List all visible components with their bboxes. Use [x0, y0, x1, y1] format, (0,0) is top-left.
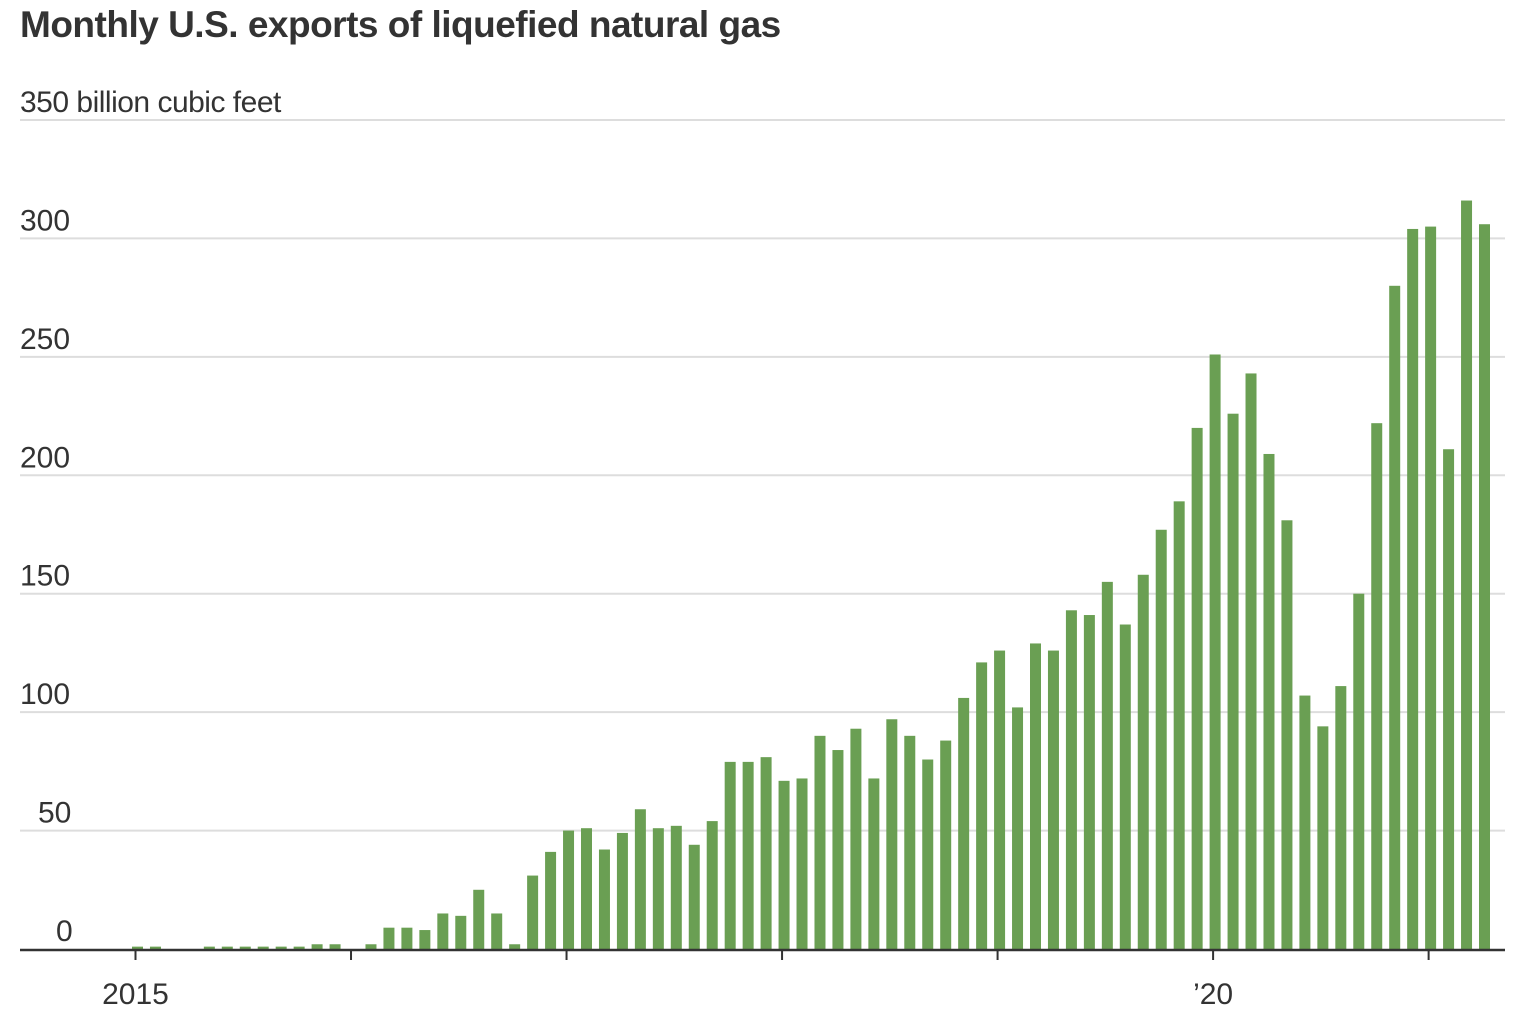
bar-32 [706, 821, 718, 949]
bar-66 [1317, 726, 1329, 949]
y-axis-unit-label: 350 billion cubic feet [20, 86, 281, 119]
y-tick-label-300: 300 [20, 204, 70, 237]
y-tick-label-200: 200 [20, 441, 70, 474]
x-axis [20, 948, 1505, 960]
bar-14 [383, 927, 395, 949]
bar-33 [724, 761, 736, 949]
bar-34 [742, 761, 754, 949]
bar-20 [491, 913, 503, 949]
bar-30 [670, 825, 682, 949]
bar-0 [132, 946, 143, 949]
bar-10 [311, 944, 323, 949]
bar-17 [437, 913, 449, 949]
bar-40 [850, 728, 862, 949]
bar-47 [976, 662, 988, 949]
bar-59 [1191, 427, 1203, 949]
bar-18 [455, 915, 467, 949]
bar-49 [1012, 707, 1024, 949]
bar-65 [1299, 695, 1311, 949]
bar-8 [275, 946, 287, 949]
bar-19 [473, 889, 485, 949]
bar-58 [1173, 501, 1185, 949]
bar-71 [1407, 228, 1419, 949]
bar-75 [1479, 224, 1490, 950]
bar-68 [1353, 593, 1365, 949]
bar-5 [221, 946, 233, 949]
bar-44 [922, 759, 934, 949]
bar-55 [1119, 624, 1131, 949]
bar-69 [1371, 423, 1383, 949]
bar-62 [1245, 373, 1257, 949]
bar-41 [868, 778, 880, 949]
x-tick-label-2020-01: ’20 [1193, 978, 1233, 1011]
bar-63 [1263, 453, 1275, 949]
tick-labels: 0 50 100 150 200 250 300 2015 ’20 [20, 204, 1233, 1011]
bar-53 [1083, 615, 1095, 949]
y-tick-label-250: 250 [20, 323, 70, 356]
bar-70 [1389, 285, 1401, 949]
bar-61 [1227, 413, 1239, 949]
chart-title: Monthly U.S. exports of liquefied natura… [20, 4, 781, 45]
bar-15 [401, 927, 413, 949]
bar-67 [1335, 686, 1347, 949]
bar-6 [239, 946, 251, 949]
bar-26 [598, 849, 610, 949]
bar-35 [760, 757, 772, 949]
bar-1 [149, 946, 161, 949]
bar-21 [509, 944, 521, 949]
bar-46 [958, 697, 970, 949]
bar-52 [1065, 610, 1077, 949]
bar-31 [688, 844, 700, 949]
y-tick-label-0: 0 [56, 915, 73, 948]
bar-23 [545, 851, 557, 949]
bar-43 [904, 735, 916, 949]
bar-13 [365, 944, 377, 949]
bar-38 [814, 735, 826, 949]
bar-74 [1461, 200, 1473, 949]
bar-73 [1443, 449, 1455, 949]
bar-37 [796, 778, 808, 949]
bar-60 [1209, 354, 1221, 949]
bar-27 [616, 832, 628, 949]
bar-28 [634, 809, 646, 949]
bar-54 [1101, 581, 1113, 949]
bar-11 [329, 944, 341, 949]
bar-57 [1155, 529, 1167, 949]
bar-36 [778, 780, 790, 949]
bar-29 [652, 828, 664, 949]
bar-48 [994, 650, 1006, 949]
bar-50 [1030, 643, 1041, 949]
y-tick-label-50: 50 [38, 797, 71, 830]
y-tick-label-100: 100 [20, 678, 70, 711]
gridlines [20, 119, 1505, 832]
bar-72 [1425, 226, 1437, 950]
y-tick-label-150: 150 [20, 560, 70, 593]
bar-42 [886, 719, 898, 949]
x-tick-label-2015-01: 2015 [102, 978, 169, 1011]
bar-64 [1281, 520, 1293, 949]
bar-25 [581, 828, 592, 949]
bar-51 [1047, 650, 1059, 949]
bar-16 [419, 930, 431, 949]
bar-24 [563, 830, 575, 949]
bars [132, 200, 1490, 950]
bar-9 [293, 946, 305, 949]
bar-39 [832, 750, 844, 949]
bar-22 [527, 875, 539, 949]
bar-4 [203, 946, 215, 949]
bar-45 [940, 740, 952, 949]
bar-56 [1137, 574, 1149, 949]
bar-7 [257, 946, 269, 949]
